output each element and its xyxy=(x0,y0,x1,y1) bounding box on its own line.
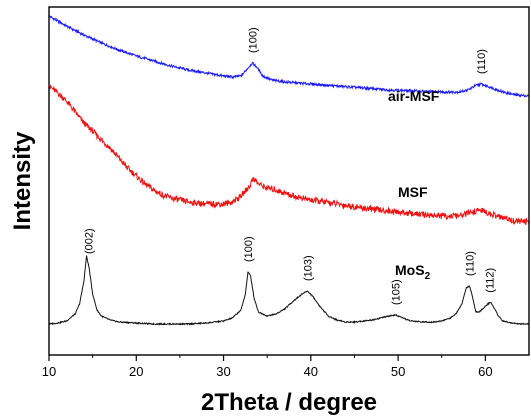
series-layer xyxy=(48,14,530,326)
x-tick-label-0: 10 xyxy=(42,364,56,379)
peak-label-0: (002) xyxy=(83,228,95,254)
x-tick-label-5: 60 xyxy=(478,364,492,379)
x-tick-label-2: 30 xyxy=(216,364,230,379)
series-line-mos2 xyxy=(48,255,530,326)
series-label-mos2-sub: 2 xyxy=(425,271,431,282)
peak-label-4: (110) xyxy=(465,251,477,276)
x-axis-title: 2Theta / degree xyxy=(201,389,377,416)
series-label-mos2-main: MoS xyxy=(395,262,425,278)
plot-frame xyxy=(48,6,530,356)
peak-label-5: (112) xyxy=(485,268,497,293)
peak-label-2: (103) xyxy=(302,255,314,281)
x-tick-label-4: 50 xyxy=(391,364,405,379)
axis-layer: 10 20 30 40 50 60 xyxy=(42,355,493,379)
series-label-mos2: MoS2 xyxy=(395,262,431,282)
y-axis-title: Intensity xyxy=(9,131,36,230)
x-tick-label-1: 20 xyxy=(129,364,143,379)
x-tick-label-3: 40 xyxy=(304,364,318,379)
annotation-layer: (002) (100) (103) (105) (110) (112) (100) (110) xyxy=(83,27,496,305)
series-label-air-msf: air-MSF xyxy=(388,88,440,104)
peak-label-6: (100) xyxy=(247,27,259,53)
peak-label-1: (100) xyxy=(243,236,255,262)
series-label-msf: MSF xyxy=(398,184,428,200)
series-line-air-msf xyxy=(48,14,530,98)
peak-label-3: (105) xyxy=(391,279,403,305)
peak-label-7: (110) xyxy=(476,49,488,74)
series-line-msf xyxy=(48,84,530,226)
